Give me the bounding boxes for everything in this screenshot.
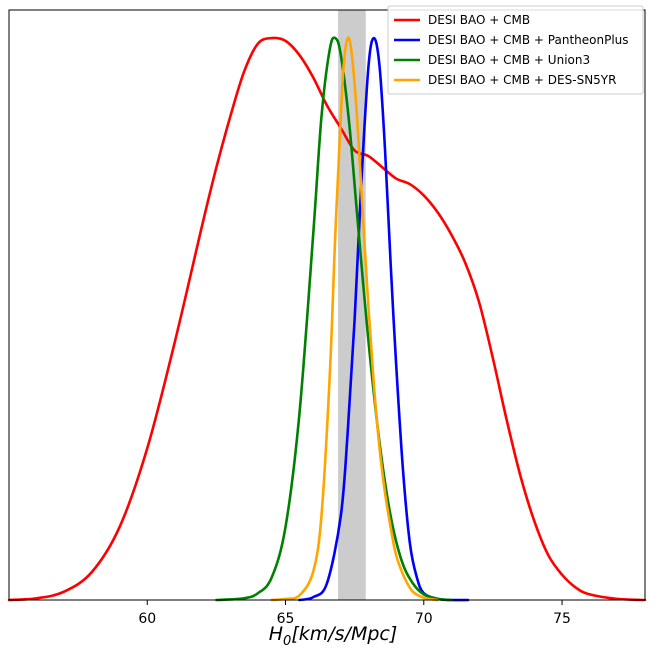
series-line-desi-bao-cmb	[7, 36, 647, 602]
x-axis-label: H0[km/s/Mpc]	[269, 623, 398, 649]
plot-frame	[8, 9, 646, 601]
legend: DESI BAO + CMB DESI BAO + CMB + PantheonP…	[387, 5, 644, 95]
x-ticks-layer: 60 65 70 75	[138, 600, 571, 627]
x-tick-label: 65	[277, 611, 295, 627]
legend-box	[387, 5, 644, 95]
x-tick-label: 75	[553, 611, 571, 627]
x-axis-label-sub: 0	[283, 634, 291, 649]
legend-label-desi-bao-cmb-union3: DESI BAO + CMB + Union3	[428, 53, 590, 67]
legend-label-desi-bao-cmb-des-sn5yr: DESI BAO + CMB + DES-SN5YR	[428, 73, 616, 87]
legend-label-desi-bao-cmb-pantheonplus: DESI BAO + CMB + PantheonPlus	[428, 33, 629, 47]
x-axis-label-rest: [km/s/Mpc]	[291, 623, 397, 645]
legend-label-desi-bao-cmb: DESI BAO + CMB	[428, 13, 530, 27]
curves-layer	[7, 36, 647, 602]
series-line-desi-bao-cmb-union3	[215, 36, 453, 602]
x-tick-label: 60	[138, 611, 156, 627]
x-tick-label: 70	[415, 611, 433, 627]
series-line-desi-bao-cmb-pantheonplus	[298, 36, 470, 602]
series-line-desi-bao-cmb-des-sn5yr	[270, 36, 439, 602]
x-axis-label-main: H	[269, 623, 283, 645]
